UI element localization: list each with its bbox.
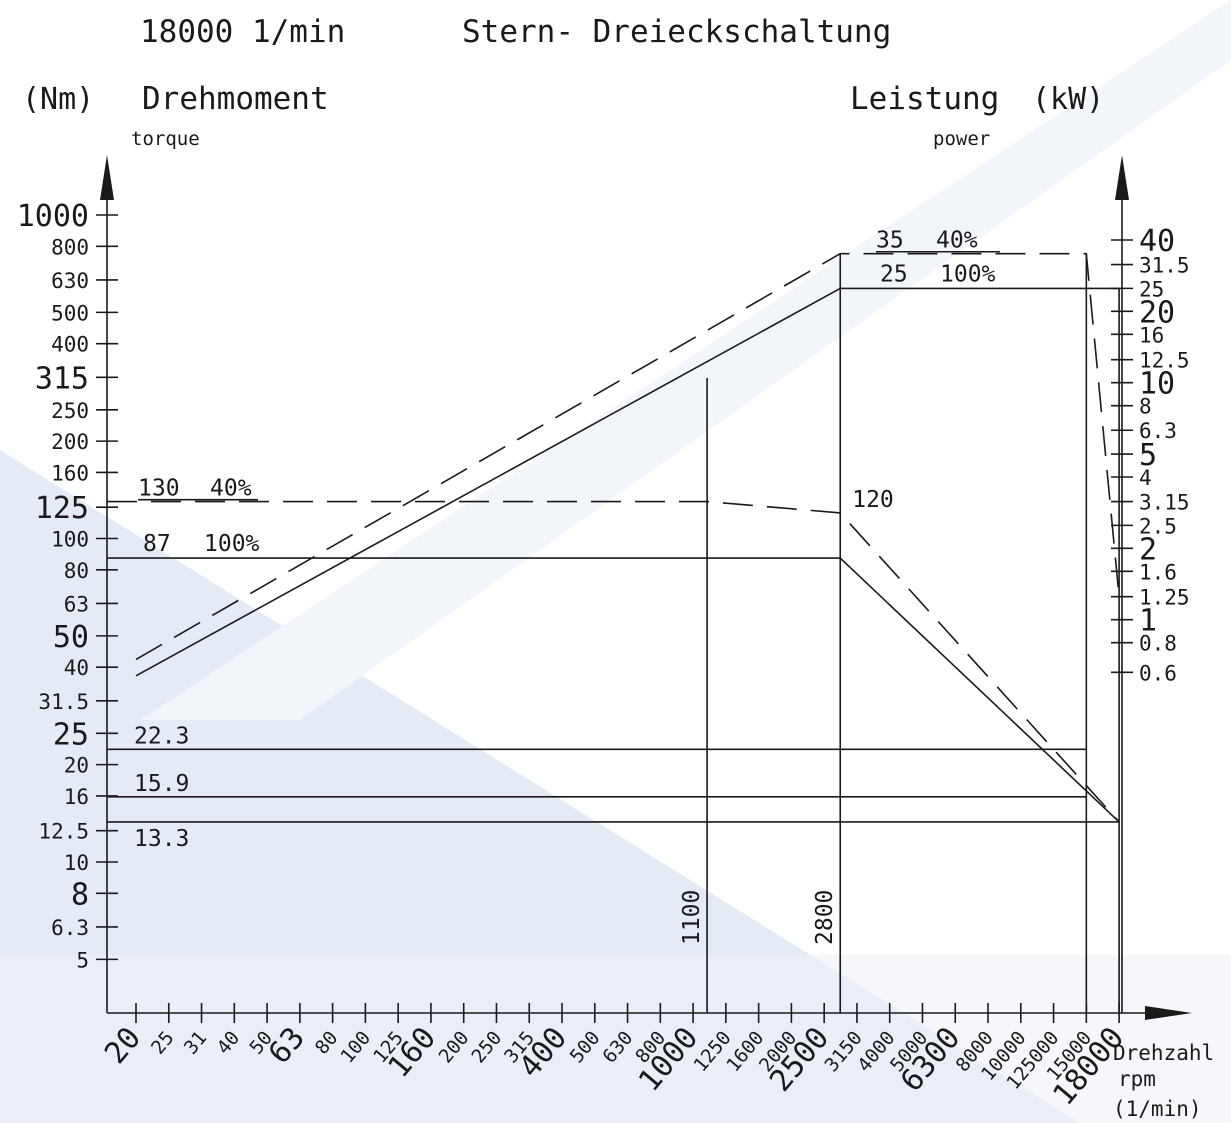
right-tick-label: 1.25 bbox=[1139, 586, 1190, 610]
x-tick-label: 20 bbox=[98, 1021, 148, 1071]
left-tick-label: 5 bbox=[76, 948, 89, 972]
left-tick-label: 500 bbox=[51, 301, 89, 325]
power-40-duty: 40% bbox=[936, 228, 978, 254]
left-tick-label: 12.5 bbox=[38, 820, 89, 844]
right-tick-label: 1 bbox=[1139, 604, 1157, 639]
x-tick-label: 630 bbox=[598, 1027, 637, 1067]
x-axis-title: Drehzahl bbox=[1113, 1041, 1214, 1065]
speed-label: 18000 1/min bbox=[140, 14, 345, 50]
right-axis-subtitle: power bbox=[933, 128, 990, 150]
right-tick-label: 6.3 bbox=[1139, 419, 1177, 443]
left-tick-label: 100 bbox=[51, 528, 89, 552]
torque-40-value: 130 bbox=[138, 476, 180, 502]
x-tick-label: 500 bbox=[566, 1027, 605, 1067]
left-tick-label: 8 bbox=[71, 877, 89, 912]
left-tick-label: 6.3 bbox=[51, 916, 89, 940]
left-tick-label: 10 bbox=[64, 851, 89, 875]
series-group bbox=[107, 252, 1120, 1013]
torque-100-duty: 100% bbox=[204, 531, 260, 557]
right-tick-label: 20 bbox=[1139, 295, 1175, 330]
left-tick-label: 800 bbox=[51, 235, 89, 259]
right-tick-label: 2 bbox=[1139, 532, 1157, 567]
x-tick-label: 31 bbox=[180, 1027, 212, 1059]
right-tick-label: 5 bbox=[1139, 438, 1157, 473]
right-tick-label: 16 bbox=[1139, 323, 1164, 347]
left-tick-label: 315 bbox=[35, 361, 89, 396]
x-axis-unit: (1/min) bbox=[1113, 1097, 1202, 1121]
left-axis-title: Drehmoment bbox=[142, 81, 329, 117]
torque-40-duty: 40% bbox=[210, 476, 252, 502]
left-tick-label: 25 bbox=[53, 717, 89, 752]
left-unit-label: (Nm) bbox=[22, 82, 94, 117]
right-tick-label: 4 bbox=[1139, 466, 1152, 490]
left-tick-label: 160 bbox=[51, 461, 89, 485]
x-axis-subtitle: rpm bbox=[1118, 1067, 1156, 1091]
right-tick-label: 40 bbox=[1139, 224, 1175, 259]
power-40-value: 35 bbox=[876, 228, 904, 254]
right-tick-label: 0.6 bbox=[1139, 661, 1177, 685]
left-tick-label: 31.5 bbox=[38, 690, 89, 714]
left-tick-label: 80 bbox=[64, 559, 89, 583]
left-axis-arrow bbox=[100, 155, 114, 200]
speed-1100-label: 1100 bbox=[679, 890, 705, 945]
right-unit-label: (kW) bbox=[1032, 82, 1104, 117]
right-tick-label: 0.8 bbox=[1139, 632, 1177, 656]
left-tick-label: 125 bbox=[35, 491, 89, 526]
right-tick-label: 8 bbox=[1139, 395, 1152, 419]
right-tick-label: 31.5 bbox=[1139, 254, 1190, 278]
right-tick-label: 25 bbox=[1139, 277, 1164, 301]
right-tick-label: 1.6 bbox=[1139, 560, 1177, 584]
right-axis-title: Leistung bbox=[850, 81, 999, 117]
x-axis-arrow bbox=[1145, 1006, 1192, 1020]
power-40-line bbox=[135, 252, 1120, 661]
power-100-value: 25 bbox=[880, 261, 908, 287]
left-tick-label: 630 bbox=[51, 269, 89, 293]
right-tick-label: 2.5 bbox=[1139, 514, 1177, 538]
left-tick-label: 400 bbox=[51, 333, 89, 357]
right-tick-label: 3.15 bbox=[1139, 491, 1190, 515]
left-tick-label: 1000 bbox=[17, 199, 89, 234]
torque-level-label: 15.9 bbox=[134, 771, 189, 797]
left-tick-label: 40 bbox=[64, 656, 89, 680]
x-tick-label: 25 bbox=[147, 1027, 179, 1059]
torque-level-label: 13.3 bbox=[134, 826, 189, 852]
left-tick-label: 63 bbox=[64, 592, 89, 616]
annotation-group: 130 40% 87 100% 35 40% 25 100% 22.3 15.9 13.3 120 11… bbox=[134, 228, 1000, 945]
left-tick-label: 200 bbox=[51, 430, 89, 454]
torque-120-label: 120 bbox=[852, 487, 894, 513]
left-tick-label: 250 bbox=[51, 399, 89, 423]
right-tick-label: 10 bbox=[1139, 367, 1175, 402]
speed-2800-label: 2800 bbox=[812, 890, 838, 945]
left-axis-subtitle: torque bbox=[131, 128, 200, 150]
right-axis-arrow bbox=[1115, 155, 1129, 200]
power-100-line bbox=[135, 287, 1120, 677]
power-100-duty: 100% bbox=[940, 261, 996, 287]
torque-level-label: 22.3 bbox=[134, 723, 189, 749]
circuit-title: Stern- Dreieckschaltung bbox=[462, 14, 891, 50]
x-tick-label: 250 bbox=[467, 1027, 506, 1067]
torque-100-line bbox=[107, 557, 1120, 823]
left-tick-label: 20 bbox=[64, 754, 89, 778]
x-tick-label: 100 bbox=[336, 1027, 375, 1067]
axes-group bbox=[100, 155, 1192, 1020]
torque-100-value: 87 bbox=[143, 531, 171, 557]
left-tick-label: 16 bbox=[64, 785, 89, 809]
x-tick-label: 63 bbox=[262, 1021, 312, 1071]
right-tick-label: 12.5 bbox=[1139, 349, 1190, 373]
right-tick-group: 4031.525201612.51086.3543.152.521.61.251… bbox=[1111, 224, 1190, 685]
left-tick-label: 50 bbox=[53, 620, 89, 655]
x-tick-label: 200 bbox=[435, 1027, 474, 1067]
x-tick-label: 40 bbox=[213, 1027, 245, 1059]
